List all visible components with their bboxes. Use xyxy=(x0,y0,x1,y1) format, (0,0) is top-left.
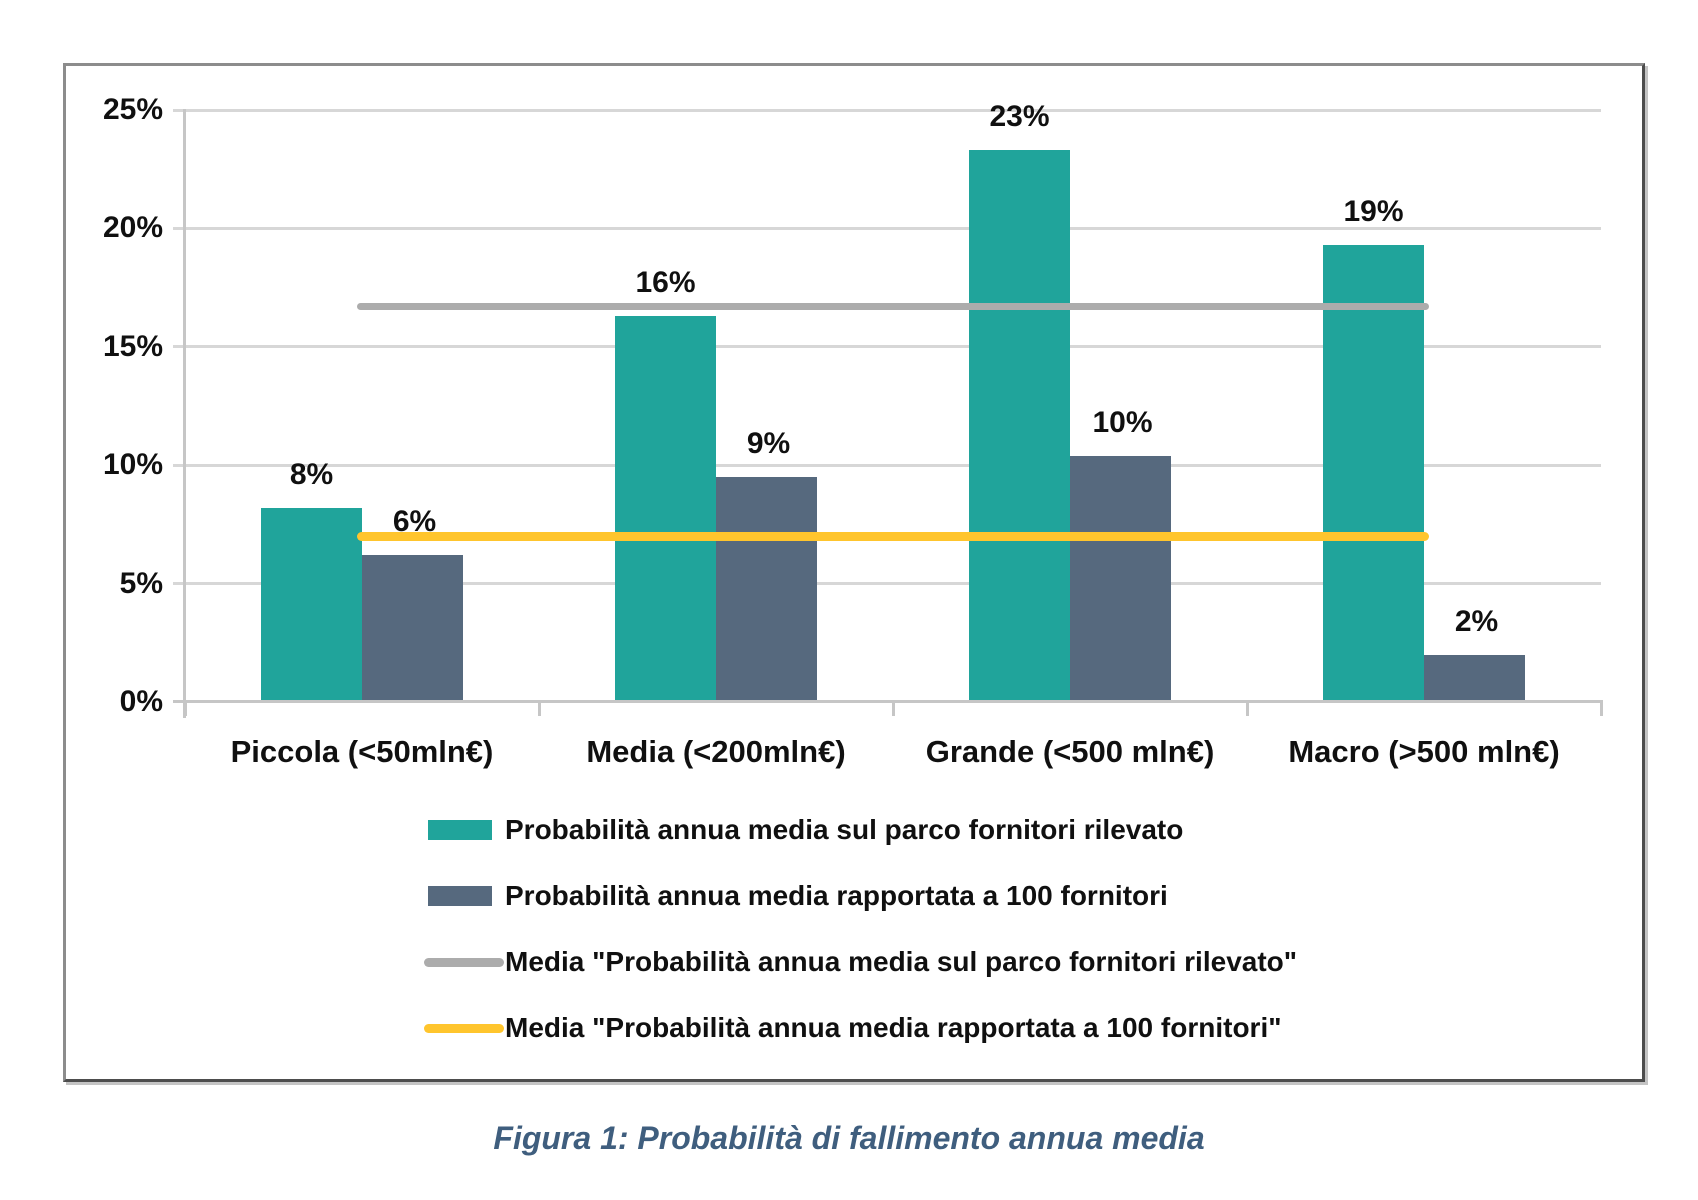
legend-item-mean-gray-label: Media "Probabilità annua media sul parco… xyxy=(505,946,1298,977)
y-axis-tick-label: 20% xyxy=(102,211,163,245)
x-axis-category-label: Grande (<500 mln€) xyxy=(925,734,1215,769)
bar-teal-0 xyxy=(261,507,362,702)
y-gridline xyxy=(173,582,1601,586)
data-label: 23% xyxy=(989,100,1050,134)
data-label: 2% xyxy=(1454,604,1499,638)
x-axis-tick xyxy=(184,702,187,716)
x-axis-category-label: Macro (>500 mln€) xyxy=(1288,734,1560,769)
legend-item-series-teal-swatch xyxy=(428,820,492,840)
bar-slate-2 xyxy=(1070,455,1171,702)
y-gridline xyxy=(173,226,1601,230)
data-label: 19% xyxy=(1343,194,1404,228)
x-axis-tick xyxy=(538,702,541,716)
legend-item-mean-gray-swatch xyxy=(424,958,504,967)
data-label: 8% xyxy=(289,457,334,491)
x-axis-tick xyxy=(1600,702,1603,716)
bar-teal-2 xyxy=(969,150,1070,702)
mean-line-yellow xyxy=(357,531,1429,541)
data-label: 9% xyxy=(746,427,791,461)
x-axis-category-label: Piccola (<50mln€) xyxy=(230,734,494,769)
legend-item-series-slate-label: Probabilità annua media rapportata a 100… xyxy=(505,880,1168,911)
y-axis-line xyxy=(183,109,186,718)
mean-line-gray xyxy=(357,303,1429,311)
bar-teal-3 xyxy=(1323,244,1424,702)
x-axis-category-label: Media (<200mln€) xyxy=(586,734,846,769)
x-axis-line xyxy=(173,700,1603,703)
data-label: 16% xyxy=(635,266,696,300)
bar-slate-1 xyxy=(716,477,817,702)
y-gridline xyxy=(173,463,1601,467)
y-gridline xyxy=(173,345,1601,349)
y-axis-tick-label: 5% xyxy=(119,566,163,600)
x-axis-tick xyxy=(892,702,895,716)
data-label: 10% xyxy=(1092,405,1153,439)
legend-item-mean-yellow-label: Media "Probabilità annua media rapportat… xyxy=(505,1012,1282,1043)
legend-item-mean-yellow-swatch xyxy=(424,1024,504,1033)
legend-item-series-slate-swatch xyxy=(428,886,492,906)
y-axis-tick-label: 0% xyxy=(119,685,163,718)
y-axis-tick-label: 10% xyxy=(102,448,163,482)
y-gridline xyxy=(173,108,1601,112)
x-axis-tick xyxy=(1246,702,1249,716)
figure-caption: Figura 1: Probabilità di fallimento annu… xyxy=(493,1120,1205,1156)
bar-slate-0 xyxy=(362,555,463,702)
y-axis-tick-label: 15% xyxy=(102,329,163,363)
bar-teal-1 xyxy=(615,316,716,702)
data-label: 6% xyxy=(392,505,437,539)
legend-item-series-teal-label: Probabilità annua media sul parco fornit… xyxy=(505,814,1184,845)
y-axis-tick-label: 25% xyxy=(102,93,163,126)
bar-slate-3 xyxy=(1424,654,1525,702)
